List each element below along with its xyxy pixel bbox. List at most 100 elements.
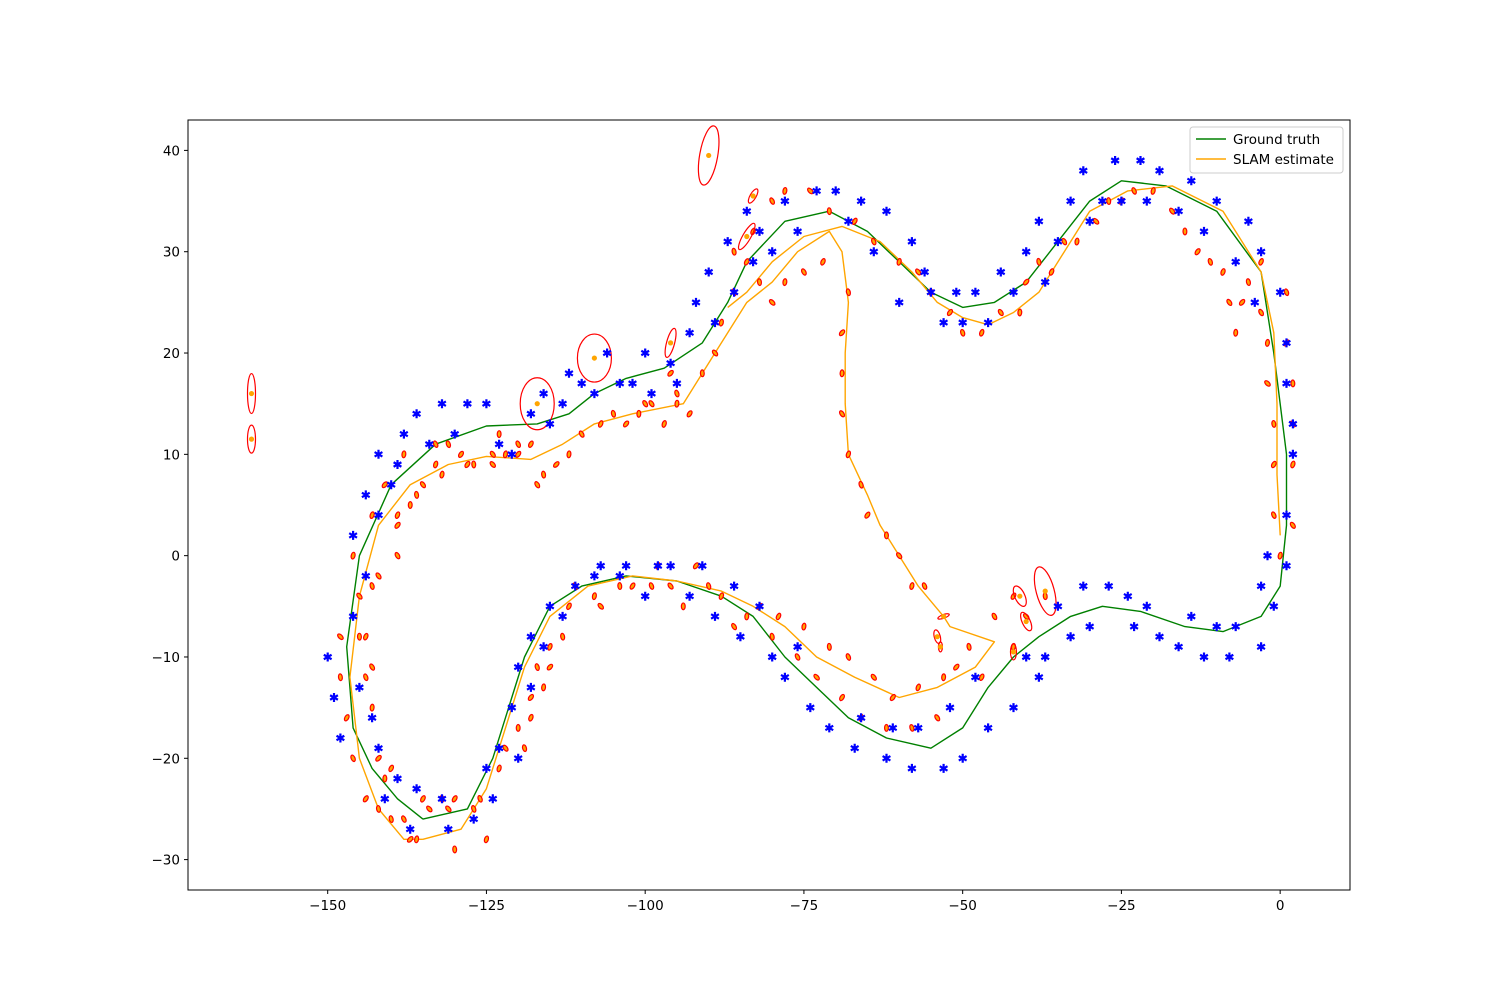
estimated-landmark	[350, 551, 356, 560]
asterisk-core	[643, 350, 648, 356]
y-tick-label: 0	[171, 549, 180, 565]
estimated-landmark	[743, 258, 750, 266]
uncertain-landmark-estimate	[744, 233, 750, 240]
estimated-landmark	[1289, 521, 1296, 529]
estimated-landmark	[534, 481, 541, 489]
estimated-landmark	[369, 703, 375, 712]
estimated-landmark	[674, 399, 680, 408]
landmark-marker	[1186, 611, 1196, 621]
asterisk-core	[757, 229, 762, 234]
estimated-landmark	[896, 257, 902, 266]
estimated-landmark	[432, 440, 439, 448]
landmark-marker	[545, 419, 555, 429]
estimated-landmark	[356, 592, 363, 600]
asterisk-core	[1081, 168, 1086, 173]
asterisk-core	[598, 563, 603, 568]
estimated-landmark	[452, 845, 458, 854]
landmark-marker	[577, 378, 587, 388]
estimated-landmark	[528, 713, 534, 722]
asterisk-core	[731, 290, 737, 295]
estimated-landmark	[1270, 511, 1277, 519]
estimated-landmark	[858, 480, 864, 489]
estimated-landmark	[845, 653, 852, 661]
asterisk-core	[1043, 654, 1048, 660]
estimated-landmark	[744, 612, 750, 621]
estimated-landmark	[407, 501, 413, 510]
landmark-marker	[1078, 581, 1088, 591]
landmark-marker	[1066, 196, 1076, 206]
asterisk-core	[1157, 168, 1162, 173]
asterisk-core	[579, 381, 584, 386]
asterisk-core	[1112, 158, 1118, 163]
asterisk-core	[490, 796, 495, 801]
asterisk-core	[1214, 624, 1219, 629]
asterisk-core	[687, 330, 692, 335]
estimated-landmark	[1277, 551, 1283, 560]
landmark-marker	[729, 287, 739, 297]
estimated-landmark	[432, 460, 439, 469]
landmark-marker	[469, 814, 479, 824]
asterisk-core	[427, 442, 432, 447]
estimated-landmark	[489, 461, 497, 468]
asterisk-core	[541, 391, 546, 396]
estimated-landmark	[1036, 257, 1042, 266]
estimated-landmark	[401, 815, 407, 823]
landmark-marker	[882, 206, 891, 216]
asterisk-core	[509, 705, 514, 710]
asterisk-core	[528, 634, 534, 639]
estimated-landmark	[782, 278, 788, 287]
landmark-marker	[412, 409, 422, 419]
estimated-landmark	[1290, 460, 1296, 469]
landmark-marker	[812, 186, 822, 196]
landmark-marker	[1243, 216, 1253, 226]
asterisk-core	[484, 401, 489, 406]
asterisk-core	[547, 421, 553, 427]
asterisk-core	[1265, 553, 1270, 558]
y-tick-label: 30	[163, 245, 180, 261]
asterisk-core	[1055, 239, 1061, 244]
asterisk-core	[1023, 249, 1029, 254]
landmark-marker	[564, 368, 574, 378]
landmark-marker	[558, 611, 568, 621]
asterisk-core	[496, 442, 502, 447]
asterisk-core	[389, 482, 394, 487]
estimated-landmark	[1150, 186, 1156, 195]
estimated-landmark	[864, 511, 871, 519]
asterisk-core	[376, 452, 381, 457]
estimated-landmark	[692, 562, 700, 570]
landmark-marker	[1199, 652, 1209, 662]
asterisk-core	[541, 644, 546, 649]
landmark-marker	[1282, 378, 1291, 388]
landmark-marker	[1224, 652, 1234, 662]
landmark-marker	[437, 399, 447, 409]
legend-slam-estimate-label: SLAM estimate	[1233, 152, 1334, 168]
x-tick-label: −100	[627, 898, 664, 914]
landmark-marker	[1123, 591, 1133, 601]
landmark-marker	[450, 429, 460, 439]
uncertain-landmark-estimate	[1042, 588, 1048, 594]
estimated-landmark	[953, 663, 960, 671]
landmark-marker	[621, 561, 631, 571]
estimated-landmark	[941, 673, 947, 682]
y-tick-label: −30	[152, 853, 181, 869]
estimated-landmark	[889, 693, 896, 702]
estimated-landmark	[457, 450, 465, 458]
asterisk-core	[1258, 249, 1264, 254]
asterisk-core	[712, 614, 718, 619]
landmark-marker	[488, 794, 498, 804]
asterisk-core	[985, 320, 991, 325]
landmark-marker	[1174, 206, 1184, 216]
asterisk-core	[363, 573, 368, 579]
uncertain-landmark-estimate	[591, 355, 597, 361]
landmark-marker	[805, 703, 815, 713]
asterisk-core	[795, 229, 800, 234]
asterisk-core	[1214, 198, 1219, 204]
asterisk-core	[1290, 452, 1296, 457]
estimated-landmark	[560, 632, 566, 641]
estimated-landmark	[1131, 187, 1137, 195]
estimated-landmark	[870, 673, 877, 681]
estimated-landmark	[1074, 237, 1080, 246]
asterisk-core	[1201, 654, 1207, 660]
landmark-marker	[856, 713, 866, 723]
landmark-marker	[507, 703, 517, 713]
